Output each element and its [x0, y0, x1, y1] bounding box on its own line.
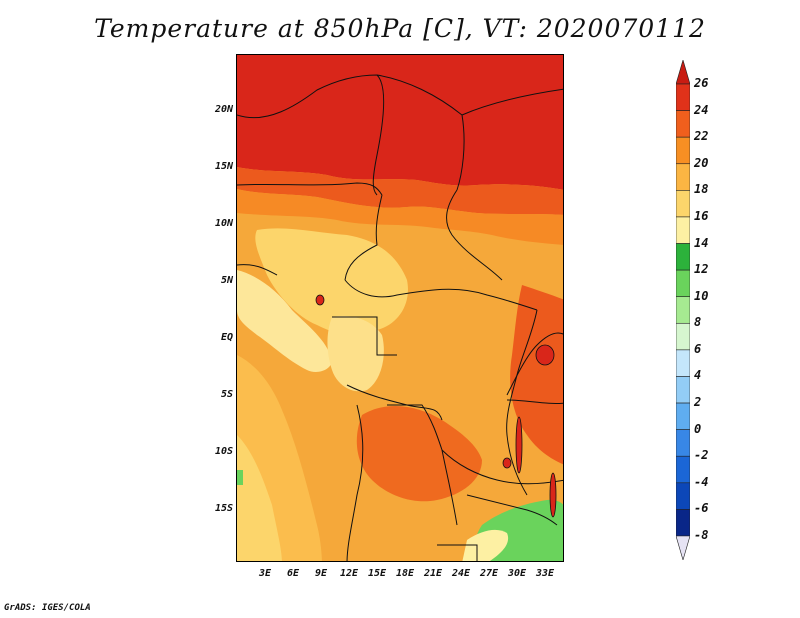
lon-label: 24E — [451, 568, 471, 579]
colorbar-swatch — [676, 83, 690, 111]
credit-text: GrADS: IGES/COLA — [4, 603, 91, 613]
colorbar-label: 10 — [694, 288, 709, 303]
lon-label: 21E — [423, 568, 443, 579]
colorbar-label: 4 — [694, 368, 702, 383]
lake-tanganyika — [515, 416, 523, 474]
colorbar-label: -8 — [694, 528, 709, 542]
lat-label: 5S — [220, 389, 233, 400]
border-segment — [344, 194, 383, 281]
colorbar-label: 20 — [694, 155, 709, 170]
colorbar-label: 24 — [694, 102, 709, 117]
colorbar-swatch — [676, 163, 690, 191]
colorbar-swatch — [676, 376, 690, 404]
colorbar-label: 8 — [694, 315, 702, 330]
colorbar-label: 16 — [694, 208, 709, 223]
island-bioko — [315, 294, 325, 306]
colorbar-swatch — [676, 269, 690, 298]
colorbar-swatch — [676, 322, 690, 351]
temperature-band-14-cool-coast — [237, 270, 332, 372]
lat-label: 15N — [214, 161, 233, 172]
colorbar-swatch — [676, 216, 690, 244]
temperature-band-14-16-west — [255, 228, 408, 336]
lakes — [315, 294, 557, 518]
lon-label: 15E — [367, 568, 387, 579]
lon-label: 6E — [286, 568, 300, 579]
colorbar-bottom-arrow — [676, 535, 690, 560]
colorbar — [676, 60, 690, 560]
colorbar-label: -6 — [694, 501, 709, 516]
colorbar-label: 2 — [694, 395, 702, 410]
lon-label: 27E — [479, 568, 499, 579]
colorbar-swatch — [676, 243, 690, 271]
temperature-band-22-24 — [237, 167, 563, 215]
colorbar-label: 26 — [694, 76, 709, 90]
temperature-band-12-west-edge — [237, 470, 243, 485]
border-segment — [506, 399, 563, 404]
border-segment — [237, 264, 278, 276]
lat-label: 15S — [214, 503, 233, 514]
colorbar-swatch — [676, 482, 690, 510]
lon-label: 9E — [314, 568, 328, 579]
colorbar-label: 22 — [694, 129, 709, 144]
border-segment — [376, 74, 465, 191]
colorbar-swatch — [676, 429, 690, 457]
border-segment — [437, 544, 478, 561]
border-segment — [461, 88, 563, 116]
lat-label: EQ — [220, 332, 233, 343]
border-segment — [237, 182, 383, 196]
border-segment — [446, 189, 503, 281]
temperature-band-20-22 — [237, 189, 563, 245]
lon-label: 3E — [258, 568, 272, 579]
colorbar-swatch — [676, 509, 690, 537]
colorbar-label: 18 — [694, 182, 709, 197]
border-segment — [466, 494, 558, 526]
colorbar-label: 0 — [694, 421, 702, 436]
colorbar-swatch — [676, 136, 690, 165]
border-segment — [441, 449, 563, 485]
temperature-band-16-18-gabon — [327, 315, 384, 392]
border-segment — [344, 279, 538, 311]
colorbar-top-arrow — [676, 60, 690, 85]
colorbar-swatch — [676, 349, 690, 377]
border-segment — [506, 309, 538, 496]
country-borders — [237, 74, 563, 561]
temperature-map — [236, 54, 564, 562]
lon-label: 18E — [395, 568, 415, 579]
colorbar-label: 6 — [694, 341, 702, 356]
lon-label: 33E — [535, 568, 555, 579]
lat-label: 10S — [214, 446, 233, 457]
colorbar-swatch — [676, 296, 690, 324]
temperature-band-14-southeast — [462, 529, 509, 561]
temperature-band-22-east — [510, 285, 563, 465]
border-segment — [332, 316, 397, 356]
chart-title: Temperature at 850hPa [C], VT: 202007011… — [94, 14, 706, 43]
colorbar-swatch — [676, 402, 690, 430]
colorbar-label: -2 — [694, 448, 709, 463]
lat-label: 5N — [220, 275, 233, 286]
lat-label: 20N — [214, 104, 233, 115]
lat-label: 10N — [214, 218, 233, 229]
temperature-band-24-26 — [237, 55, 563, 190]
border-segment — [506, 332, 563, 396]
map-graphic — [237, 55, 563, 561]
lon-label: 30E — [507, 568, 527, 579]
lon-label: 12E — [339, 568, 359, 579]
colorbar-label: 12 — [694, 262, 709, 277]
border-segment — [346, 404, 364, 561]
colorbar-swatch — [676, 455, 690, 484]
colorbar-label: 14 — [694, 235, 709, 250]
lake-mweru — [502, 457, 512, 469]
colorbar-swatch — [676, 190, 690, 218]
lake-malawi — [549, 472, 557, 518]
lake-victoria — [535, 344, 555, 366]
temperature-band-16-southwest — [237, 435, 282, 561]
colorbar-swatch — [676, 110, 690, 138]
temperature-band-22-south — [356, 405, 482, 502]
colorbar-label: -4 — [694, 474, 709, 489]
